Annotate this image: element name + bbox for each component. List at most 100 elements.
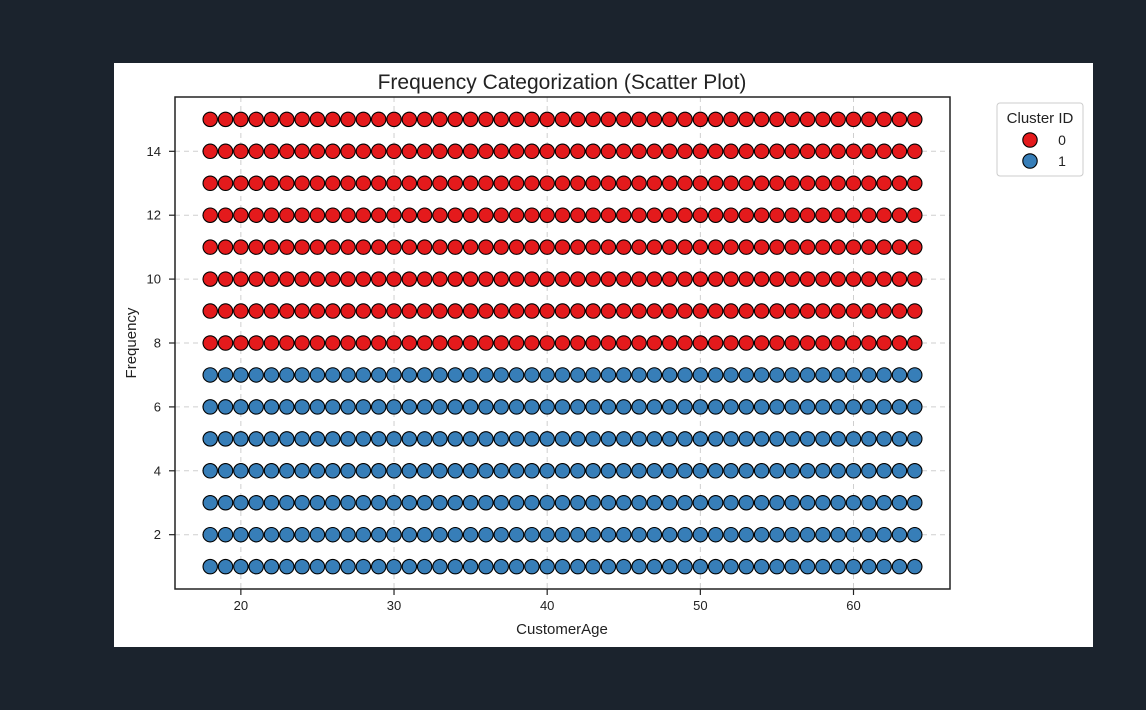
data-point — [600, 526, 617, 543]
data-point — [830, 526, 846, 543]
data-point — [753, 399, 770, 415]
x-axis-label: CustomerAge — [516, 621, 608, 638]
data-point — [631, 431, 647, 447]
data-point — [753, 494, 770, 511]
data-point — [340, 494, 356, 511]
data-point — [493, 463, 509, 479]
data-point — [784, 526, 800, 543]
data-point — [248, 558, 264, 575]
data-point — [370, 335, 387, 351]
data-point — [309, 175, 326, 192]
data-point — [325, 175, 341, 192]
data-point — [585, 143, 601, 160]
data-point — [447, 463, 464, 479]
data-point — [524, 111, 540, 128]
data-point — [401, 399, 418, 415]
data-point — [707, 558, 724, 575]
data-point — [616, 271, 632, 287]
data-point — [738, 558, 755, 575]
data-point — [524, 271, 540, 287]
data-point — [692, 143, 709, 160]
data-point — [661, 494, 678, 511]
data-point — [233, 271, 249, 287]
data-point — [907, 526, 923, 543]
data-point — [432, 526, 448, 543]
data-point — [830, 558, 846, 575]
data-point — [600, 207, 617, 223]
data-point — [692, 526, 709, 543]
data-point — [753, 207, 770, 223]
data-point — [631, 463, 647, 479]
data-point — [478, 494, 494, 511]
data-point — [784, 143, 800, 160]
legend-marker — [1022, 132, 1038, 148]
data-point — [845, 111, 862, 128]
data-point — [202, 111, 218, 128]
chart-figure: Frequency Categorization (Scatter Plot) … — [114, 63, 1093, 647]
data-point — [279, 335, 295, 351]
data-point — [279, 303, 295, 319]
data-point — [447, 111, 464, 128]
data-point — [738, 239, 755, 255]
data-point — [554, 239, 571, 255]
data-point — [340, 367, 356, 383]
data-point — [661, 335, 678, 351]
data-point — [769, 271, 785, 287]
data-point — [432, 431, 448, 447]
data-point — [217, 367, 234, 383]
data-point — [217, 143, 234, 160]
data-point — [876, 111, 892, 128]
data-point — [646, 111, 663, 128]
data-point — [432, 111, 448, 128]
data-point — [263, 494, 280, 511]
data-point — [753, 431, 770, 447]
data-point — [616, 367, 632, 383]
data-point — [279, 367, 295, 383]
legend-marker — [1022, 153, 1038, 169]
y-tick-label: 8 — [154, 336, 161, 351]
data-point — [355, 335, 372, 351]
data-point — [769, 111, 785, 128]
data-point — [478, 143, 494, 160]
data-point — [263, 239, 280, 255]
data-point — [462, 111, 479, 128]
data-point — [891, 335, 908, 351]
data-point — [355, 303, 372, 319]
data-point — [539, 463, 555, 479]
data-point — [279, 494, 295, 511]
data-point — [462, 143, 479, 160]
data-point — [738, 431, 755, 447]
data-point — [432, 463, 448, 479]
data-point — [891, 271, 908, 287]
y-tick-label: 4 — [154, 463, 161, 478]
legend-box — [996, 102, 1084, 177]
data-point — [524, 239, 540, 255]
data-point — [462, 494, 479, 511]
data-point — [723, 558, 739, 575]
data-point — [447, 143, 464, 160]
data-point — [845, 239, 862, 255]
data-point — [309, 271, 326, 287]
data-point — [279, 207, 295, 223]
data-point — [202, 175, 218, 192]
data-point — [493, 558, 509, 575]
data-point — [294, 111, 310, 128]
data-point — [616, 111, 632, 128]
data-point — [202, 431, 218, 447]
data-point — [830, 111, 846, 128]
data-point — [248, 303, 264, 319]
data-point — [508, 111, 525, 128]
data-point — [585, 175, 601, 192]
data-point — [416, 111, 433, 128]
data-point — [340, 463, 356, 479]
data-point — [309, 207, 326, 223]
data-point — [401, 367, 418, 383]
data-point — [386, 431, 402, 447]
data-point — [585, 463, 601, 479]
data-point — [600, 431, 617, 447]
data-point — [891, 526, 908, 543]
data-point — [478, 367, 494, 383]
data-point — [202, 143, 218, 160]
data-point — [876, 431, 892, 447]
data-point — [508, 239, 525, 255]
